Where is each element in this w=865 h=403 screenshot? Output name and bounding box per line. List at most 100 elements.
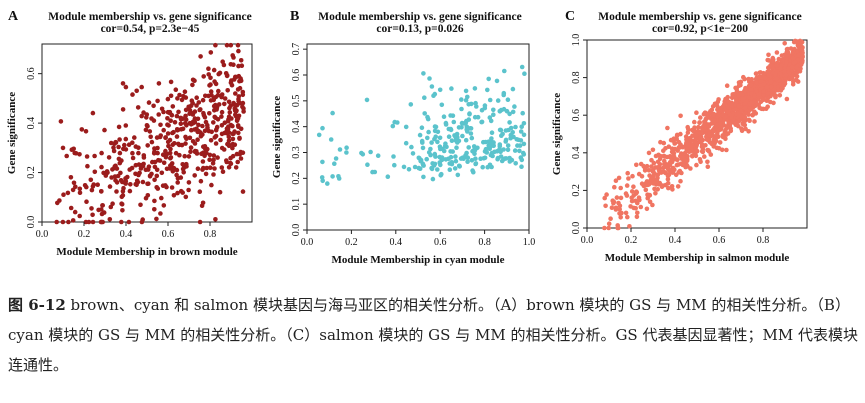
data-point-a — [138, 202, 143, 208]
data-point-a — [141, 155, 147, 160]
y-tick-label-a: 0.6 — [26, 67, 37, 80]
data-point-c — [794, 65, 799, 70]
data-point-a — [154, 167, 160, 173]
data-point-a — [147, 129, 153, 134]
data-point-b — [446, 134, 452, 139]
data-point-a — [175, 180, 180, 185]
data-point-a — [160, 183, 166, 188]
data-point-a — [115, 173, 121, 179]
data-point-b — [486, 76, 492, 82]
data-point-a — [135, 179, 141, 185]
data-point-b — [437, 144, 443, 149]
data-point-a — [136, 172, 141, 178]
data-point-a — [170, 104, 176, 109]
data-point-c — [703, 120, 708, 125]
data-point-c — [699, 142, 705, 148]
data-point-c — [768, 63, 773, 68]
data-point-a — [203, 119, 209, 125]
data-point-c — [633, 206, 638, 211]
data-point-a — [152, 177, 157, 183]
data-point-a — [174, 127, 180, 132]
data-point-a — [157, 158, 163, 163]
data-point-a — [99, 150, 104, 156]
data-point-a — [189, 98, 195, 103]
data-point-c — [629, 189, 635, 194]
data-point-b — [473, 161, 479, 166]
data-point-b — [479, 119, 484, 125]
data-point-c — [718, 117, 723, 122]
data-point-b — [512, 104, 517, 109]
data-point-c — [625, 214, 630, 220]
data-point-b — [443, 141, 448, 146]
data-point-a — [167, 110, 173, 116]
data-point-a — [135, 105, 141, 110]
data-point-a — [130, 92, 135, 97]
data-point-b — [392, 119, 398, 125]
data-point-c — [746, 117, 752, 123]
data-point-b — [417, 132, 423, 138]
data-point-b — [495, 98, 501, 103]
data-point-a — [233, 165, 239, 170]
data-point-c — [746, 129, 751, 134]
data-point-a — [178, 175, 184, 180]
data-point-a — [218, 137, 223, 143]
data-point-b — [469, 101, 474, 107]
data-point-a — [155, 98, 160, 104]
data-point-c — [650, 202, 655, 208]
data-point-c — [666, 167, 671, 173]
data-point-a — [120, 107, 126, 112]
data-point-c — [692, 125, 697, 130]
data-point-a — [170, 130, 175, 136]
data-point-c — [712, 118, 718, 123]
data-point-a — [183, 113, 188, 119]
data-point-b — [449, 86, 454, 91]
data-point-c — [773, 76, 779, 82]
data-point-a — [107, 184, 113, 189]
data-point-b — [370, 169, 375, 175]
data-point-a — [158, 133, 163, 138]
data-point-b — [480, 164, 486, 170]
data-point-c — [671, 165, 676, 171]
data-point-a — [61, 192, 66, 197]
data-point-b — [443, 122, 449, 127]
data-point-c — [733, 107, 738, 112]
data-point-a — [213, 141, 219, 146]
data-point-a — [204, 165, 209, 171]
data-point-a — [208, 165, 213, 170]
data-point-a — [66, 219, 71, 225]
data-point-b — [430, 161, 435, 166]
data-point-b — [453, 158, 459, 164]
data-point-a — [207, 111, 212, 116]
data-point-b — [330, 174, 335, 179]
data-point-c — [791, 39, 797, 45]
data-point-b — [487, 97, 493, 103]
data-point-b — [451, 119, 457, 125]
data-point-a — [188, 145, 194, 150]
data-point-a — [60, 145, 66, 151]
data-point-a — [166, 123, 171, 128]
data-point-b — [439, 171, 444, 177]
data-point-a — [99, 207, 104, 212]
data-point-c — [789, 64, 795, 70]
data-point-b — [466, 145, 472, 150]
data-point-c — [692, 128, 697, 134]
data-point-b — [494, 78, 500, 84]
data-point-a — [98, 219, 104, 225]
data-point-a — [184, 123, 189, 128]
data-point-c — [618, 195, 624, 201]
data-point-c — [724, 83, 730, 88]
data-point-a — [120, 189, 126, 194]
data-point-a — [84, 184, 89, 190]
x-axis-label-c: Module Membership in salmon module — [605, 252, 790, 264]
data-point-a — [119, 194, 125, 200]
data-point-c — [784, 60, 789, 65]
data-point-a — [209, 182, 214, 188]
data-point-b — [459, 120, 465, 126]
data-point-c — [628, 204, 633, 209]
data-point-c — [739, 128, 745, 133]
data-point-c — [693, 139, 698, 145]
data-point-a — [183, 194, 189, 200]
data-point-a — [106, 155, 112, 160]
data-point-a — [201, 74, 206, 79]
data-point-a — [236, 63, 241, 69]
